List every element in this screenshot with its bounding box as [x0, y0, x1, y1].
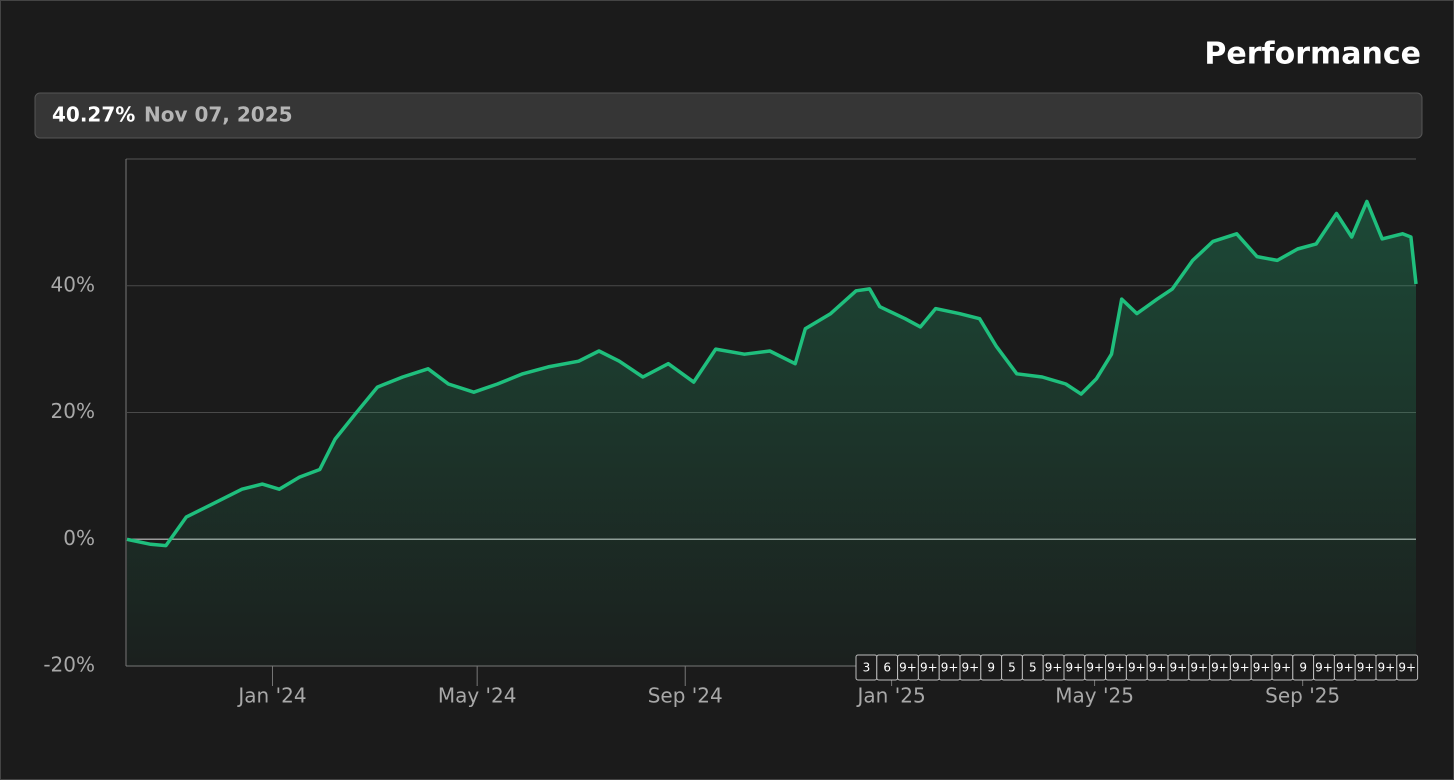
- event-marker-label: 5: [1008, 661, 1016, 675]
- y-tick-label: -20%: [43, 653, 95, 677]
- event-marker-label: 9+: [1398, 661, 1416, 675]
- event-marker-label: 9+: [920, 661, 938, 675]
- event-marker-label: 9+: [899, 661, 917, 675]
- event-marker-label: 9+: [1086, 661, 1104, 675]
- readout-value: 40.27%: [52, 103, 135, 127]
- line: [126, 199, 1418, 548]
- event-marker-label: 6: [883, 661, 891, 675]
- y-tick-label: 20%: [51, 399, 95, 423]
- event-marker-label: 9+: [1107, 661, 1125, 675]
- event-marker-label: 9+: [1066, 661, 1084, 675]
- event-marker-label: 9+: [1315, 661, 1333, 675]
- area: [127, 201, 1416, 666]
- event-marker-label: 9+: [941, 661, 959, 675]
- event-marker-label: 9+: [1336, 661, 1354, 675]
- readout-date: Nov 07, 2025: [144, 103, 293, 127]
- chart-title: Performance: [1204, 37, 1421, 72]
- x-tick-label: Sep '25: [1265, 684, 1340, 708]
- x-tick-label: Jan '25: [856, 684, 926, 708]
- event-marker-label: 9+: [1253, 661, 1271, 675]
- readout-box: [34, 92, 1423, 139]
- event-marker-label: 9+: [1128, 661, 1146, 675]
- event-marker-label: 9+: [1170, 661, 1188, 675]
- event-marker-label: 9+: [1149, 661, 1167, 675]
- event-marker-label: 9+: [1232, 661, 1250, 675]
- event-marker-label: 3: [863, 661, 871, 675]
- plot: -20% 0% 20% 40% Jan '24 May '24 Sep '24 Jan '25…: [43, 159, 1419, 708]
- event-marker: [1396, 654, 1419, 681]
- event-marker-label: 9+: [1045, 661, 1063, 675]
- x-tick-label: Sep '24: [648, 684, 723, 708]
- x-tick-label: May '24: [438, 684, 517, 708]
- event-marker-label: 9+: [1274, 661, 1292, 675]
- event-marker-label: 9+: [962, 661, 980, 675]
- x-tick-label: May '25: [1055, 684, 1134, 708]
- y-tick-label: 40%: [51, 272, 95, 296]
- event-marker-label: 9+: [1211, 661, 1229, 675]
- event-marker-label: 9+: [1357, 661, 1375, 675]
- event-marker-label: 9: [987, 661, 995, 675]
- event-marker-label: 5: [1029, 661, 1037, 675]
- x-tick-label: Jan '24: [236, 684, 306, 708]
- y-tick-label: 0%: [63, 526, 95, 550]
- event-marker-label: 9+: [1190, 661, 1208, 675]
- event-marker-label: 9: [1299, 661, 1307, 675]
- event-marker-label: 9+: [1378, 661, 1396, 675]
